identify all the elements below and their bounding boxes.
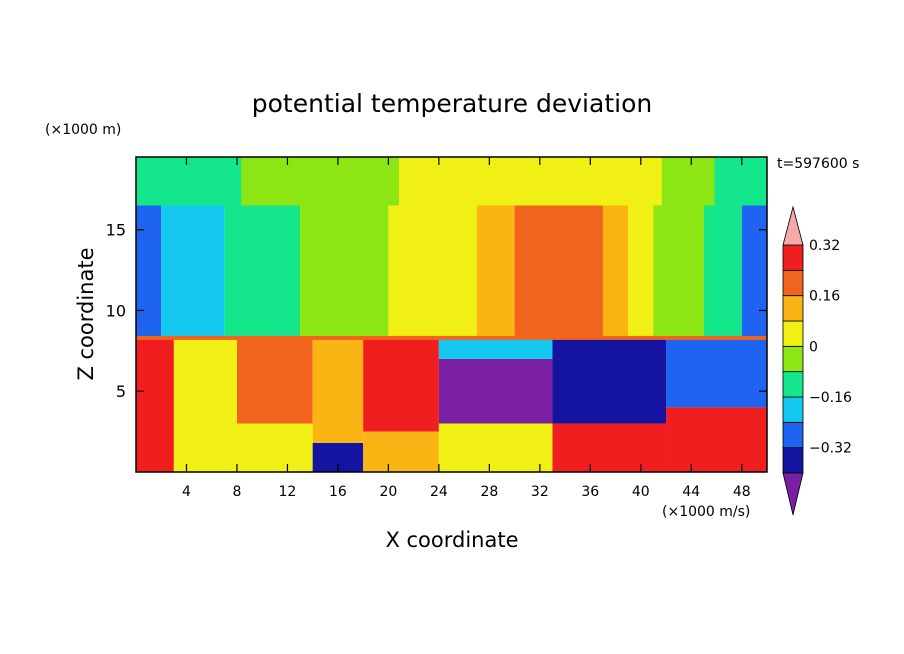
field-cell	[188, 157, 242, 206]
x-tick-label: 48	[733, 484, 751, 500]
field-cell	[666, 407, 767, 472]
field-cell	[236, 337, 313, 424]
colorbar-tick-label: −0.16	[809, 390, 852, 406]
field-cells	[136, 157, 767, 472]
x-tick-label: 16	[329, 484, 347, 500]
x-axis-ticks: 4 8 12 16 20 24 28 32 36 40 44 48	[182, 157, 751, 500]
colorbar-segment	[782, 269, 804, 297]
colorbar-min-triangle	[782, 472, 804, 516]
field-cell	[451, 157, 505, 206]
colorbar-segment	[782, 244, 804, 271]
field-cell	[236, 423, 313, 472]
colorbar-segment	[782, 447, 804, 474]
x-axis-label: X coordinate	[385, 528, 518, 552]
colorbar-tick-label: 0	[809, 339, 818, 355]
field-cell	[552, 423, 667, 472]
colorbar-segment	[782, 320, 804, 347]
colorbar-segment	[782, 396, 804, 423]
field-cell	[363, 431, 439, 472]
colorbar-segment	[782, 421, 804, 449]
colorbar-segment	[782, 295, 804, 322]
field-cell	[398, 157, 452, 206]
x-tick-label: 12	[279, 484, 297, 500]
field-cell	[609, 157, 663, 206]
x-tick-label: 4	[182, 484, 191, 500]
y-axis-ticks: 5 10 15	[106, 221, 767, 401]
field-cell	[438, 337, 553, 359]
x-tick-label: 32	[531, 484, 549, 500]
y-unit-label: (×1000 m)	[45, 122, 121, 138]
colorbar-max-triangle	[782, 205, 804, 246]
colorbar: 0.32 0.16 0 −0.16 −0.32	[782, 205, 852, 516]
field-cell	[173, 337, 237, 472]
y-axis-label: Z coordinate	[74, 247, 98, 380]
field-cell	[438, 358, 553, 424]
colorbar-tick-label: −0.32	[809, 441, 852, 457]
x-tick-label: 28	[480, 484, 498, 500]
field-cell	[136, 157, 190, 206]
x-tick-label: 40	[632, 484, 650, 500]
field-cell	[661, 157, 715, 206]
x-unit-label: (×1000 m/s)	[662, 504, 750, 520]
x-tick-label: 8	[232, 484, 241, 500]
field-cell	[293, 157, 347, 206]
field-cell	[666, 337, 767, 408]
x-tick-label: 24	[430, 484, 448, 500]
field-cell	[363, 337, 439, 432]
field-cell	[504, 157, 558, 206]
tropopause-layer	[136, 335, 767, 340]
plot-area	[135, 156, 768, 473]
field-cell	[241, 157, 295, 206]
x-tick-label: 20	[379, 484, 397, 500]
colorbar-segment	[782, 345, 804, 373]
y-tick-label: 10	[106, 301, 126, 320]
field-cell	[556, 157, 610, 206]
field-cell	[312, 337, 364, 443]
field-cell	[346, 157, 400, 206]
x-tick-label: 44	[682, 484, 700, 500]
y-tick-label: 5	[116, 382, 126, 401]
x-tick-label: 36	[581, 484, 599, 500]
colorbar-tick-label: 0.32	[809, 238, 840, 254]
colorbar-segment	[782, 371, 804, 398]
y-tick-label: 15	[106, 221, 126, 240]
time-label: t=597600 s	[777, 156, 859, 172]
field-cell	[552, 337, 667, 424]
chart-title: potential temperature deviation	[252, 89, 652, 118]
field-cell	[438, 423, 553, 472]
field-cell	[136, 337, 174, 472]
colorbar-tick-label: 0.16	[809, 289, 840, 305]
field-cell	[714, 157, 767, 206]
plot-frame	[135, 156, 768, 473]
